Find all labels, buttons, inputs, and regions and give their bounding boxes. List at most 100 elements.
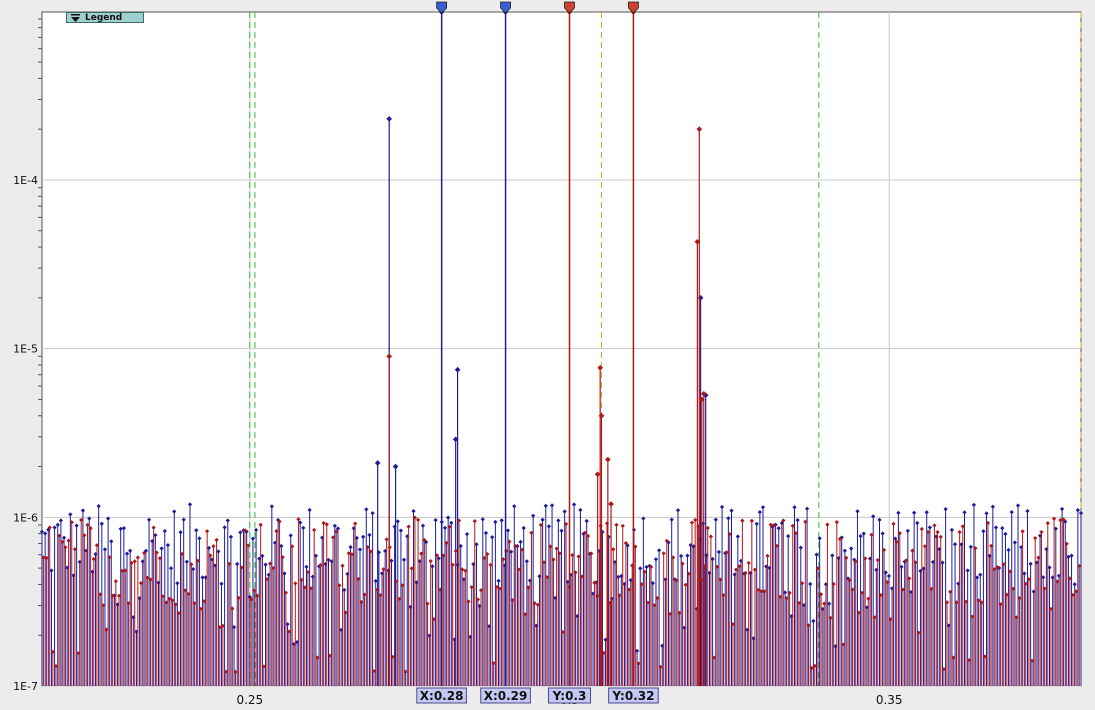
stem-marker [381, 567, 386, 572]
stem-marker [545, 575, 550, 580]
stem-marker [472, 518, 477, 524]
stem-marker [951, 655, 956, 660]
stem-marker [239, 565, 244, 570]
stem-marker [255, 593, 260, 598]
stem-marker [664, 538, 669, 543]
stem-marker [896, 510, 901, 516]
stem-marker [995, 565, 1000, 570]
stem-marker [453, 548, 458, 554]
cursor-value-box [416, 687, 467, 704]
stem-marker [485, 552, 490, 557]
stem-marker [524, 559, 529, 564]
stem-marker [403, 669, 408, 674]
stem-marker [765, 553, 770, 559]
stem-marker [589, 551, 594, 556]
stem-marker [364, 507, 369, 512]
stem-marker [529, 530, 534, 535]
stem-marker [450, 562, 455, 567]
stem-marker [992, 567, 997, 572]
stem-marker [667, 611, 673, 617]
stem-marker [557, 551, 562, 556]
stem-marker [863, 556, 868, 561]
stem-marker [541, 560, 547, 565]
stem-marker [548, 544, 553, 549]
stem-marker [286, 629, 292, 634]
stem-marker [582, 530, 588, 535]
stem-marker [718, 577, 723, 582]
stem-marker [737, 564, 742, 569]
stem-marker [1015, 503, 1021, 508]
peak-marker [452, 436, 459, 443]
stem-marker [844, 555, 849, 561]
stem-marker [985, 520, 991, 526]
stem-marker [456, 518, 462, 523]
stem-marker [482, 555, 487, 561]
stem-marker [194, 528, 199, 533]
stem-marker [493, 519, 498, 525]
stem-marker [1006, 547, 1011, 553]
stem-marker [549, 503, 555, 508]
stem-marker [200, 575, 205, 580]
stem-marker [968, 544, 973, 549]
stem-marker [885, 579, 890, 585]
stem-marker [808, 581, 813, 587]
stem-marker [711, 655, 717, 660]
peak-marker [386, 116, 393, 122]
stem-marker [1070, 592, 1076, 598]
stem-marker [803, 519, 808, 524]
stem-marker [206, 545, 211, 551]
stem-marker [227, 561, 232, 566]
stem-marker [875, 557, 880, 563]
stem-marker [178, 530, 183, 535]
stem-marker [806, 623, 811, 628]
stem-marker [729, 508, 734, 513]
cursor-handle-icon [436, 1, 448, 14]
stem-marker [1014, 615, 1019, 620]
stem-marker [894, 539, 899, 545]
stem-marker [560, 629, 566, 635]
stem-marker [570, 553, 575, 558]
stem-marker [384, 537, 389, 542]
stem-marker [554, 546, 559, 551]
stem-marker [793, 531, 799, 536]
stem-marker [337, 583, 342, 588]
stem-marker [861, 531, 866, 536]
stem-marker [219, 581, 224, 586]
stem-marker [223, 669, 229, 674]
stem-marker [1058, 518, 1063, 523]
stem-marker [929, 586, 934, 592]
stem-marker [715, 564, 720, 570]
stem-marker [231, 625, 237, 630]
stem-marker [768, 522, 773, 527]
stem-marker [488, 562, 493, 568]
stem-marker [661, 551, 666, 556]
stem-marker [818, 592, 824, 597]
stem-marker [815, 566, 821, 571]
stem-marker [480, 517, 485, 522]
stem-marker [966, 657, 972, 663]
stem-marker [208, 553, 213, 558]
peak-marker [597, 364, 604, 371]
stem-marker [540, 517, 545, 522]
stem-marker [518, 539, 523, 545]
stem-marker [883, 570, 888, 575]
stem-marker [483, 530, 489, 536]
stem-marker [888, 617, 893, 622]
stem-marker [411, 509, 416, 514]
legend-button[interactable]: Legend [66, 12, 144, 23]
stem-marker [173, 602, 178, 607]
stem-marker [165, 543, 171, 548]
y-tick-label: 1E-7 [13, 680, 38, 693]
stem-marker [782, 590, 788, 595]
stem-marker [891, 521, 896, 527]
stem-marker [373, 578, 378, 584]
stem-marker [249, 597, 254, 602]
stem-marker [523, 612, 528, 617]
stem-marker [988, 543, 994, 548]
stem-marker [866, 596, 871, 601]
stem-marker [422, 537, 427, 543]
stem-marker [786, 534, 791, 539]
stem-marker [974, 575, 980, 580]
stem-marker [576, 554, 581, 559]
stem-marker [362, 592, 367, 597]
